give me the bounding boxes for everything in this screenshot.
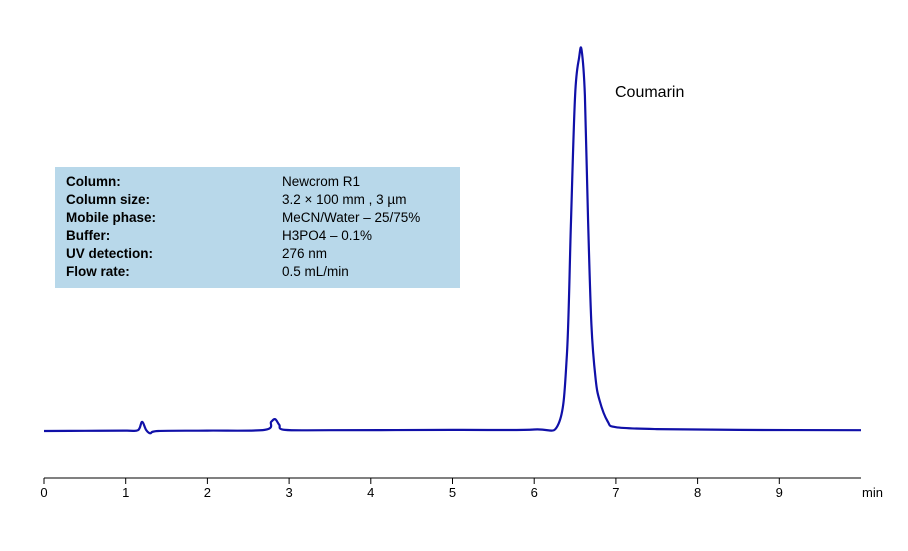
info-value: Newcrom R1: [282, 174, 361, 189]
info-label: Column:: [66, 174, 121, 189]
x-tick-label: 6: [531, 485, 538, 500]
info-row-buffer: Buffer: H3PO4 – 0.1%: [66, 227, 460, 245]
x-tick-label: 7: [612, 485, 619, 500]
x-tick-label: 0: [40, 485, 47, 500]
info-label: UV detection:: [66, 246, 154, 261]
chromatogram-trace: [43, 46, 862, 435]
info-value: 0.5 mL/min: [282, 264, 349, 279]
x-tick-label: 9: [776, 485, 783, 500]
peak-label-coumarin: Coumarin: [615, 84, 685, 101]
info-row-column: Column: Newcrom R1: [66, 173, 460, 191]
info-row-mobile-phase: Mobile phase: MeCN/Water – 25/75%: [66, 209, 460, 227]
info-label: Column size:: [66, 192, 151, 207]
method-info-box: Column: Newcrom R1 Column size: 3.2 × 10…: [55, 167, 460, 288]
info-value: MeCN/Water – 25/75%: [282, 210, 421, 225]
info-label: Mobile phase:: [66, 210, 157, 225]
x-tick-label: 1: [122, 485, 129, 500]
info-label: Buffer:: [66, 228, 111, 243]
info-value: 3.2 × 100 mm , 3 µm: [282, 192, 407, 207]
info-value: H3PO4 – 0.1%: [282, 228, 373, 243]
x-tick-label: 4: [367, 485, 374, 500]
x-axis-label: min: [862, 485, 883, 500]
info-row-uv-detection: UV detection: 276 nm: [66, 245, 460, 263]
info-row-column-size: Column size: 3.2 × 100 mm , 3 µm: [66, 191, 460, 209]
x-tick-label: 8: [694, 485, 701, 500]
x-axis-ticks: 0 1 2 3 4 5 6 7 8 9: [40, 478, 783, 500]
x-tick-label: 5: [449, 485, 456, 500]
info-row-flow-rate: Flow rate: 0.5 mL/min: [66, 263, 460, 281]
info-label: Flow rate:: [66, 264, 130, 279]
x-tick-label: 3: [285, 485, 292, 500]
x-tick-label: 2: [204, 485, 211, 500]
info-value: 276 nm: [282, 246, 328, 261]
